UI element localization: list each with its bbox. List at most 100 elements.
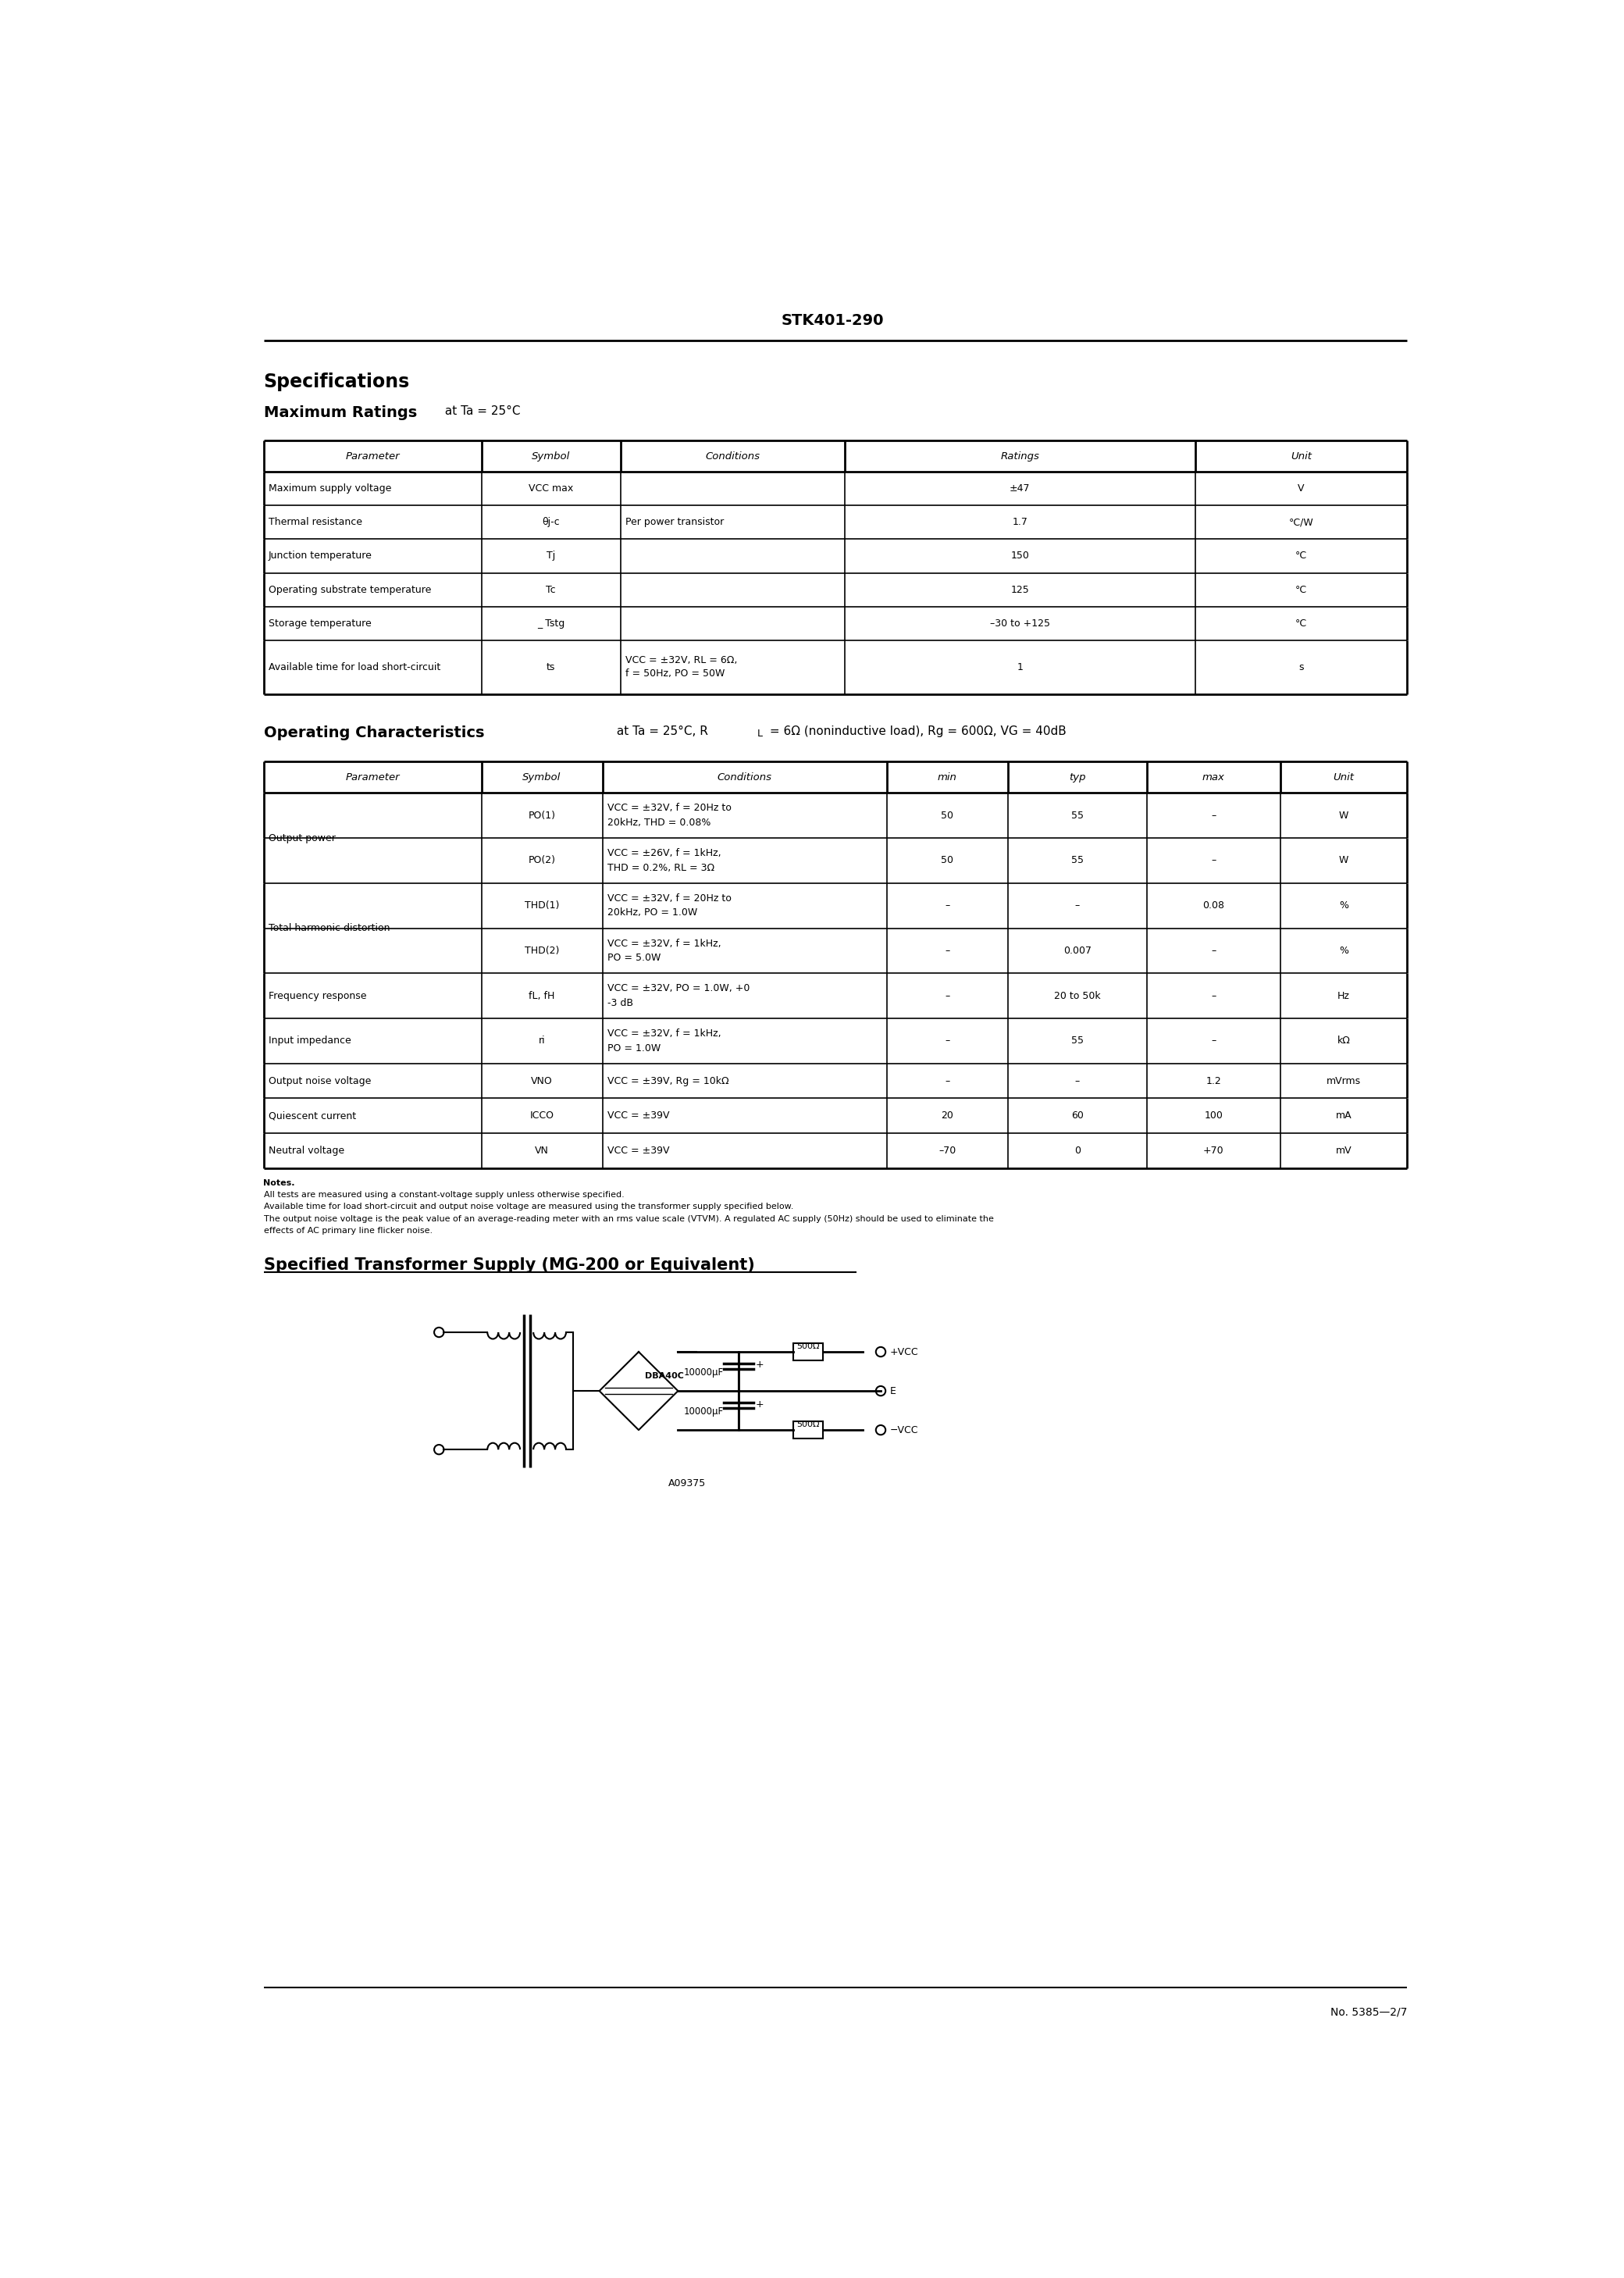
Text: VCC = ±39V: VCC = ±39V bbox=[607, 1112, 669, 1121]
Text: Junction temperature: Junction temperature bbox=[268, 551, 372, 560]
Text: ICCO: ICCO bbox=[529, 1112, 554, 1121]
Text: Thermal resistance: Thermal resistance bbox=[268, 517, 362, 528]
Text: +VCC: +VCC bbox=[890, 1346, 919, 1358]
Text: VCC = ±32V, f = 20Hz to: VCC = ±32V, f = 20Hz to bbox=[607, 893, 731, 904]
Text: 55: 55 bbox=[1072, 811, 1083, 820]
Text: 20: 20 bbox=[940, 1112, 953, 1121]
Text: Per power transistor: Per power transistor bbox=[625, 517, 724, 528]
Text: VCC = ±39V, Rg = 10kΩ: VCC = ±39V, Rg = 10kΩ bbox=[607, 1075, 729, 1087]
Text: A09375: A09375 bbox=[667, 1478, 706, 1488]
Text: %: % bbox=[1338, 945, 1348, 957]
Text: Tj: Tj bbox=[547, 551, 555, 560]
Text: mVrms: mVrms bbox=[1327, 1075, 1361, 1087]
Text: E: E bbox=[890, 1385, 896, 1396]
Text: s: s bbox=[1299, 663, 1304, 672]
Text: Notes.: Notes. bbox=[263, 1180, 296, 1187]
Text: Conditions: Conditions bbox=[705, 451, 760, 460]
Text: 1.2: 1.2 bbox=[1205, 1075, 1221, 1087]
Text: The output noise voltage is the peak value of an average-reading meter with an r: The output noise voltage is the peak val… bbox=[263, 1214, 994, 1223]
Text: –: – bbox=[1075, 900, 1080, 911]
Text: 50: 50 bbox=[940, 811, 953, 820]
Text: 1.7: 1.7 bbox=[1012, 517, 1028, 528]
Text: THD = 0.2%, RL = 3Ω: THD = 0.2%, RL = 3Ω bbox=[607, 863, 715, 872]
Text: 100: 100 bbox=[1203, 1112, 1223, 1121]
Text: Specifications: Specifications bbox=[263, 374, 409, 392]
Text: No. 5385—2/7: No. 5385—2/7 bbox=[1330, 2007, 1406, 2018]
Text: at Ta = 25°C: at Ta = 25°C bbox=[440, 405, 520, 417]
Text: Total harmonic distortion: Total harmonic distortion bbox=[268, 923, 390, 934]
Text: –: – bbox=[945, 991, 950, 1000]
Text: +: + bbox=[755, 1360, 763, 1369]
Text: Parameter: Parameter bbox=[346, 451, 400, 460]
Text: Hz: Hz bbox=[1338, 991, 1350, 1000]
Text: VCC = ±39V: VCC = ±39V bbox=[607, 1146, 669, 1155]
Text: Operating substrate temperature: Operating substrate temperature bbox=[268, 585, 430, 595]
Text: VCC = ±32V, f = 1kHz,: VCC = ±32V, f = 1kHz, bbox=[607, 1030, 721, 1039]
Text: 150: 150 bbox=[1010, 551, 1030, 560]
Text: Maximum Ratings: Maximum Ratings bbox=[263, 405, 417, 421]
Text: Neutral voltage: Neutral voltage bbox=[268, 1146, 344, 1155]
Text: 55: 55 bbox=[1072, 1036, 1083, 1046]
Text: Unit: Unit bbox=[1291, 451, 1312, 460]
Text: –: – bbox=[1212, 857, 1216, 866]
Text: –: – bbox=[945, 1036, 950, 1046]
Text: L: L bbox=[757, 729, 763, 738]
Text: −VCC: −VCC bbox=[890, 1426, 918, 1435]
Text: –: – bbox=[945, 945, 950, 957]
Text: VCC = ±32V, f = 1kHz,: VCC = ±32V, f = 1kHz, bbox=[607, 939, 721, 948]
Text: V: V bbox=[1298, 483, 1304, 494]
Text: VN: VN bbox=[534, 1146, 549, 1155]
Text: 10000μF: 10000μF bbox=[684, 1367, 724, 1378]
Text: typ: typ bbox=[1069, 772, 1086, 781]
Text: mA: mA bbox=[1335, 1112, 1351, 1121]
Text: kΩ: kΩ bbox=[1337, 1036, 1350, 1046]
Text: PO(1): PO(1) bbox=[528, 811, 555, 820]
Text: f = 50Hz, PO = 50W: f = 50Hz, PO = 50W bbox=[625, 670, 724, 679]
Text: STK401-290: STK401-290 bbox=[781, 312, 883, 328]
Text: 60: 60 bbox=[1072, 1112, 1083, 1121]
Text: All tests are measured using a constant-voltage supply unless otherwise specifie: All tests are measured using a constant-… bbox=[263, 1191, 624, 1198]
Text: 20kHz, THD = 0.08%: 20kHz, THD = 0.08% bbox=[607, 818, 711, 827]
Text: 0.007: 0.007 bbox=[1064, 945, 1091, 957]
Text: mV: mV bbox=[1335, 1146, 1351, 1155]
Text: Available time for load short-circuit: Available time for load short-circuit bbox=[268, 663, 440, 672]
Text: Symbol: Symbol bbox=[531, 451, 570, 460]
Text: at Ta = 25°C, R: at Ta = 25°C, R bbox=[614, 727, 708, 738]
Text: Storage temperature: Storage temperature bbox=[268, 617, 372, 629]
Text: PO = 1.0W: PO = 1.0W bbox=[607, 1043, 661, 1052]
Text: VCC = ±32V, PO = 1.0W, +0: VCC = ±32V, PO = 1.0W, +0 bbox=[607, 984, 750, 993]
Text: Output noise voltage: Output noise voltage bbox=[268, 1075, 370, 1087]
Text: VNO: VNO bbox=[531, 1075, 552, 1087]
Text: 55: 55 bbox=[1072, 857, 1083, 866]
Text: W: W bbox=[1338, 857, 1348, 866]
Text: °C: °C bbox=[1296, 617, 1307, 629]
Text: VCC = ±32V, f = 20Hz to: VCC = ±32V, f = 20Hz to bbox=[607, 804, 731, 813]
Text: Ratings: Ratings bbox=[1000, 451, 1039, 460]
Text: 0.08: 0.08 bbox=[1203, 900, 1224, 911]
Text: Quiescent current: Quiescent current bbox=[268, 1112, 356, 1121]
Text: W: W bbox=[1338, 811, 1348, 820]
Text: –30 to +125: –30 to +125 bbox=[989, 617, 1051, 629]
Text: Unit: Unit bbox=[1333, 772, 1354, 781]
Text: Specified Transformer Supply (MG-200 or Equivalent): Specified Transformer Supply (MG-200 or … bbox=[263, 1257, 755, 1273]
Text: Input impedance: Input impedance bbox=[268, 1036, 351, 1046]
Text: VCC max: VCC max bbox=[528, 483, 573, 494]
Text: fL, fH: fL, fH bbox=[529, 991, 555, 1000]
Text: ri: ri bbox=[539, 1036, 546, 1046]
Text: –: – bbox=[1212, 1036, 1216, 1046]
Text: Tc: Tc bbox=[546, 585, 555, 595]
Text: –: – bbox=[1075, 1075, 1080, 1087]
Text: 20 to 50k: 20 to 50k bbox=[1054, 991, 1101, 1000]
Text: 20kHz, PO = 1.0W: 20kHz, PO = 1.0W bbox=[607, 909, 697, 918]
Text: –70: –70 bbox=[939, 1146, 957, 1155]
Text: min: min bbox=[937, 772, 957, 781]
Text: _ Tstg: _ Tstg bbox=[538, 617, 565, 629]
Text: –: – bbox=[1212, 945, 1216, 957]
Text: –: – bbox=[945, 1075, 950, 1087]
Text: THD(1): THD(1) bbox=[525, 900, 559, 911]
Text: Conditions: Conditions bbox=[718, 772, 771, 781]
Text: PO(2): PO(2) bbox=[528, 857, 555, 866]
Text: Frequency response: Frequency response bbox=[268, 991, 367, 1000]
Text: 50: 50 bbox=[940, 857, 953, 866]
Text: PO = 5.0W: PO = 5.0W bbox=[607, 952, 661, 964]
